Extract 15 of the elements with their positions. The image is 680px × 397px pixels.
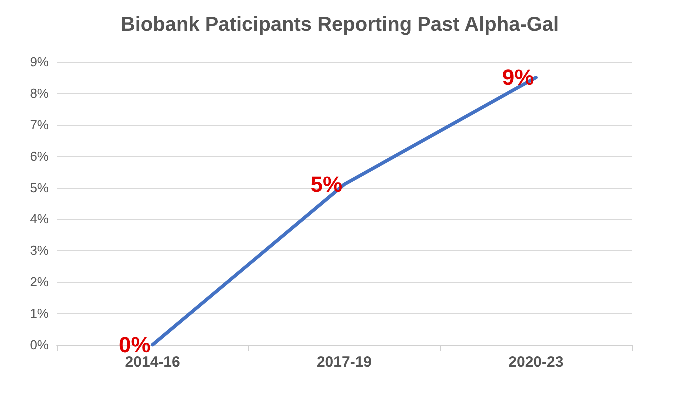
- chart-title: Biobank Paticipants Reporting Past Alpha-Gal: [120, 14, 560, 36]
- y-tick-label: 0%: [30, 338, 50, 352]
- y-tick-label: 8%: [30, 86, 50, 101]
- x-tick-label: 2017-19: [316, 354, 372, 371]
- data-label: 5%: [310, 172, 342, 198]
- y-tick-label: 9%: [30, 54, 50, 70]
- y-tick-label: 7%: [30, 117, 50, 132]
- data-label: 9%: [502, 65, 534, 90]
- y-tick-label: 4%: [30, 212, 50, 227]
- y-tick-label: 3%: [30, 243, 50, 258]
- y-tick-label: 1%: [30, 306, 50, 322]
- y-tick-label: 6%: [30, 148, 50, 164]
- x-tick-label: 2020-23: [508, 354, 564, 371]
- y-tick-label: 2%: [30, 274, 50, 290]
- y-tick-label: 5%: [30, 180, 50, 196]
